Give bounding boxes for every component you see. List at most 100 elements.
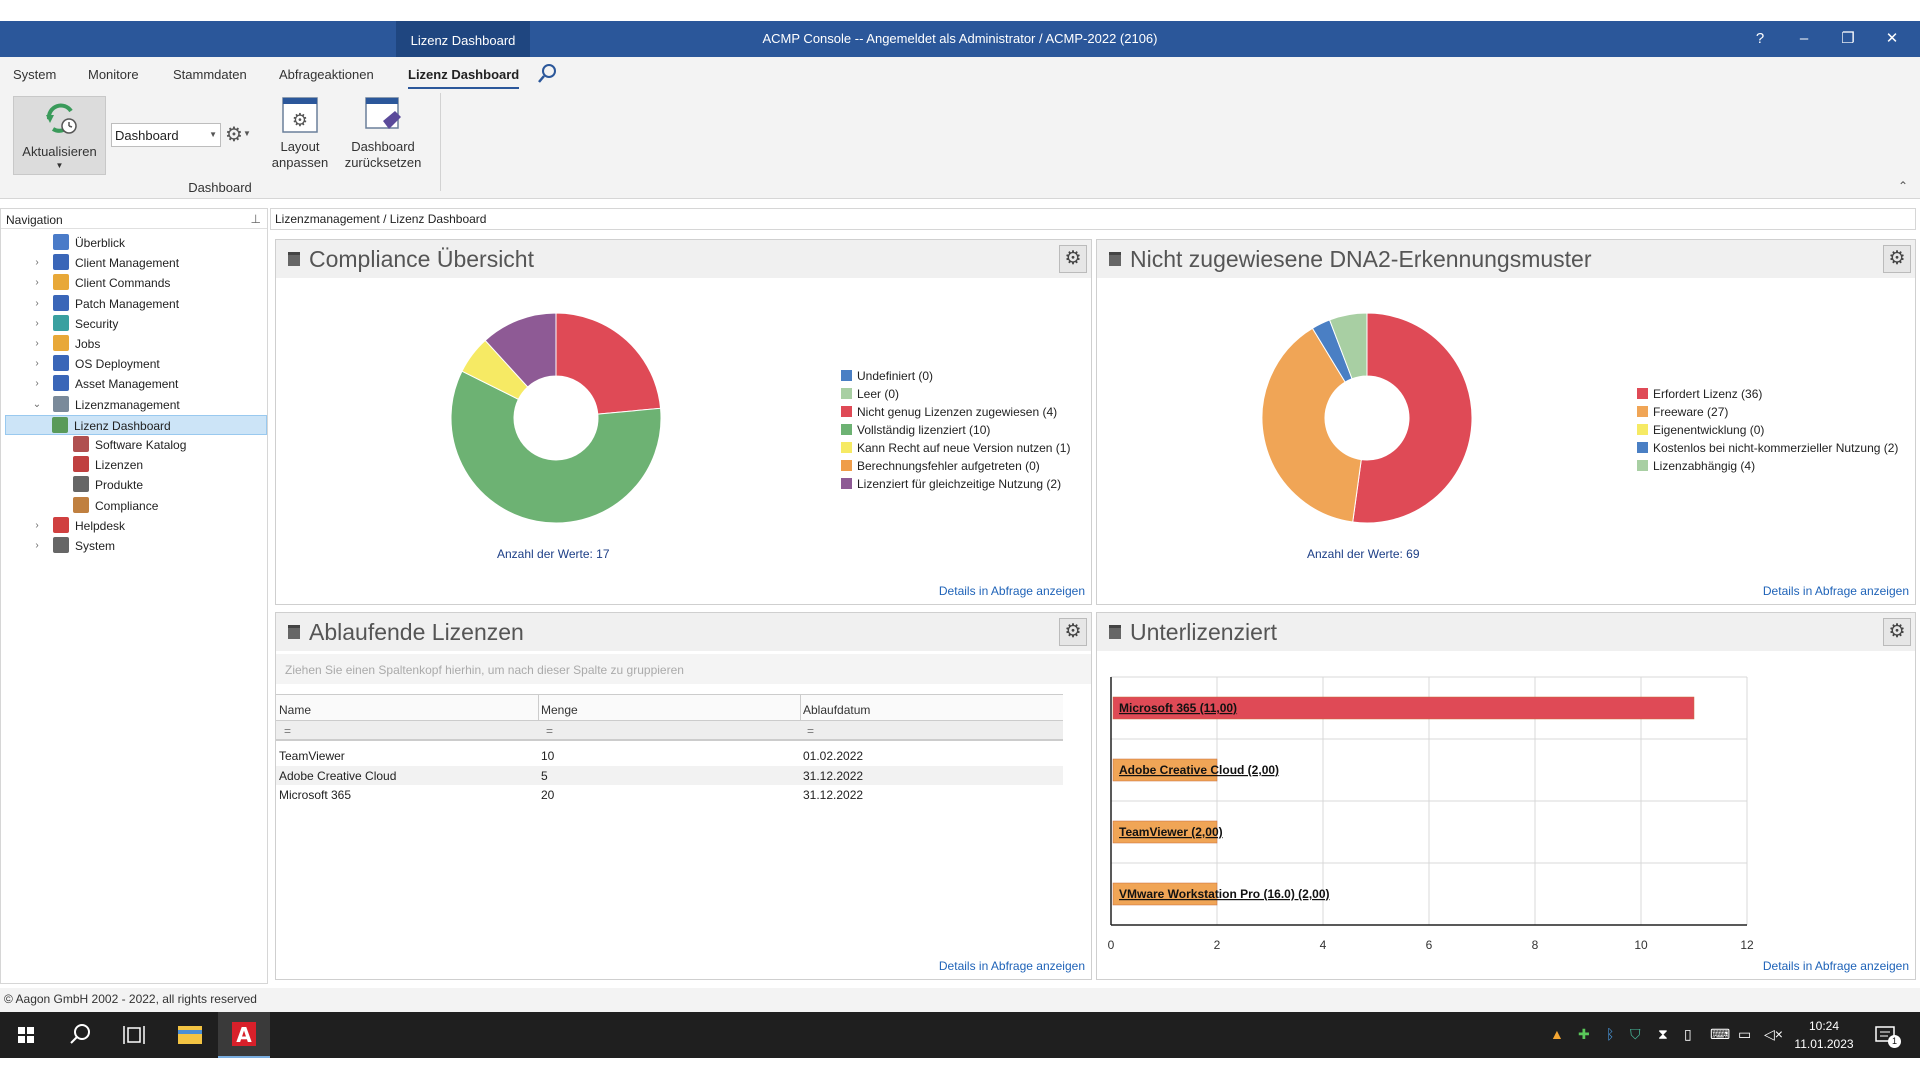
trash-icon[interactable] [1109,625,1121,639]
nav-item[interactable]: Lizenzen [51,455,143,475]
chevron-right-icon[interactable]: › [35,540,39,551]
gear-icon[interactable]: ⚙ [1059,245,1087,273]
table-row[interactable]: Adobe Creative Cloud 5 31.12.2022 [276,765,1063,785]
network-icon[interactable]: ▭ [1738,1026,1752,1042]
keyboard-icon[interactable]: ⌨ [1710,1026,1731,1042]
nav-item[interactable]: › Security [31,314,118,334]
nav-item[interactable]: Compliance [51,496,158,516]
clock[interactable]: 10:24 11.01.2023 [1792,1017,1856,1053]
tab-stammdaten[interactable]: Stammdaten [173,67,247,82]
restore-button[interactable]: ❐ [1841,30,1855,47]
legend-item[interactable]: Vollständig lizenziert (10) [841,422,990,439]
nav-item[interactable]: › OS Deployment [31,354,160,374]
pie-slice[interactable] [1261,327,1362,523]
bar[interactable] [1112,696,1695,720]
pie-slice[interactable] [1352,312,1473,524]
nav-item[interactable]: › Patch Management [31,294,179,314]
tab-lizenz-dashboard[interactable]: Lizenz Dashboard [408,67,520,89]
table-row[interactable]: Microsoft 365 20 31.12.2022 [276,785,1063,804]
filter-cell[interactable]: = [807,724,815,738]
table-row[interactable]: TeamViewer 10 01.02.2022 [276,746,1063,765]
legend-item[interactable]: Freeware (27) [1637,404,1728,421]
nav-item[interactable]: › Asset Management [31,374,178,394]
gear-icon[interactable]: ⚙ [1059,618,1087,646]
dashboard-select[interactable]: Dashboard ▼ [111,123,221,147]
task-view-button[interactable] [108,1012,160,1058]
volume-muted-icon[interactable]: ◁× [1764,1026,1783,1042]
explorer-button[interactable] [164,1012,216,1058]
legend-item[interactable]: Erfordert Lizenz (36) [1637,386,1762,403]
search-button[interactable] [533,61,561,85]
bar[interactable] [1112,882,1218,906]
chevron-right-icon[interactable]: › [35,378,39,390]
search-button[interactable] [54,1012,106,1058]
legend-item[interactable]: Berechnungsfehler aufgetreten (0) [841,458,1040,475]
filter-cell[interactable]: = [546,724,554,738]
chevron-right-icon[interactable]: › [35,519,39,531]
nav-item[interactable]: Lizenz Dashboard [5,414,267,435]
column-header-name[interactable]: Name [279,703,312,717]
nav-item[interactable]: ⌄ Lizenzmanagement [31,395,180,415]
pin-icon[interactable]: ⊥ [250,212,261,226]
notification-button[interactable]: 1 [1872,1024,1902,1048]
gear-icon[interactable]: ⚙ [1883,618,1911,646]
chevron-right-icon[interactable]: › [35,277,39,289]
close-button[interactable]: ✕ [1885,30,1899,47]
bar[interactable] [1112,820,1218,844]
tray-icon-1[interactable]: ▲ [1550,1026,1564,1042]
nav-item[interactable]: › Jobs [31,334,100,354]
column-header-ablaufdatum[interactable]: Ablaufdatum [803,703,871,717]
trash-icon[interactable] [1109,252,1121,266]
acmp-taskbar-button[interactable]: A [218,1012,270,1058]
collapse-ribbon-icon[interactable]: ⌃ [1897,179,1908,193]
nav-item[interactable]: Software Katalog [51,435,186,455]
legend-item[interactable]: Kostenlos bei nicht-kommerzieller Nutzun… [1637,440,1898,457]
legend-item[interactable]: Leer (0) [841,386,899,403]
shield-tray-icon[interactable]: ⛉ [1630,1026,1641,1042]
legend-item[interactable]: Lizenziert für gleichzeitige Nutzung (2) [841,476,1061,493]
pie-slice[interactable] [484,312,557,388]
nav-item[interactable]: › Client Management [31,253,179,273]
minimize-button[interactable]: – [1799,30,1809,47]
expiring-details-link[interactable]: Details in Abfrage anzeigen [938,959,1085,973]
filter-cell[interactable]: = [284,724,292,738]
usb-icon[interactable]: ⧗ [1658,1026,1668,1042]
tab-abfrageaktionen[interactable]: Abfrageaktionen [279,67,374,82]
battery-icon[interactable]: ▯ [1684,1026,1692,1042]
compliance-details-link[interactable]: Details in Abfrage anzeigen [938,584,1085,598]
trash-icon[interactable] [288,252,300,266]
help-button[interactable]: ? [1755,30,1765,47]
nav-item[interactable]: › Helpdesk [31,516,125,536]
pie-slice[interactable] [450,370,662,524]
puzzle-tray-icon[interactable]: ✚ [1578,1026,1590,1042]
pie-slice[interactable] [1328,312,1368,380]
column-header-menge[interactable]: Menge [541,703,578,717]
nav-item[interactable]: › System [31,536,115,556]
legend-item[interactable]: Eigenentwicklung (0) [1637,422,1764,439]
legend-item[interactable]: Nicht genug Lizenzen zugewiesen (4) [841,404,1057,421]
dna-details-link[interactable]: Details in Abfrage anzeigen [1762,584,1909,598]
nav-item[interactable]: › Client Commands [31,273,170,293]
dashboard-settings-button[interactable]: ⚙▼ [225,122,261,148]
gear-icon[interactable]: ⚙ [1883,245,1911,273]
underlicensed-details-link[interactable]: Details in Abfrage anzeigen [1762,959,1909,973]
tab-monitore[interactable]: Monitore [88,67,139,82]
chevron-right-icon[interactable]: › [35,257,39,269]
layout-adjust-button[interactable]: ⚙ Layout anpassen [272,97,328,177]
nav-item[interactable]: Produkte [51,475,143,495]
bluetooth-icon[interactable]: ᛒ [1606,1026,1615,1042]
trash-icon[interactable] [288,625,300,639]
pie-slice[interactable] [555,312,662,415]
legend-item[interactable]: Lizenzabhängig (4) [1637,458,1755,475]
bar[interactable] [1112,758,1218,782]
legend-item[interactable]: Kann Recht auf neue Version nutzen (1) [841,440,1070,457]
nav-item[interactable]: Überblick [31,233,125,253]
chevron-down-icon[interactable]: ⌄ [32,398,42,410]
start-button[interactable] [0,1012,52,1058]
refresh-button[interactable]: Aktualisieren ▼ [13,96,106,175]
chevron-right-icon[interactable]: › [35,317,39,329]
dashboard-reset-button[interactable]: Dashboard zurücksetzen [343,97,423,177]
tab-system[interactable]: System [13,67,57,82]
chevron-right-icon[interactable]: › [35,338,39,349]
chevron-right-icon[interactable]: › [35,358,39,370]
